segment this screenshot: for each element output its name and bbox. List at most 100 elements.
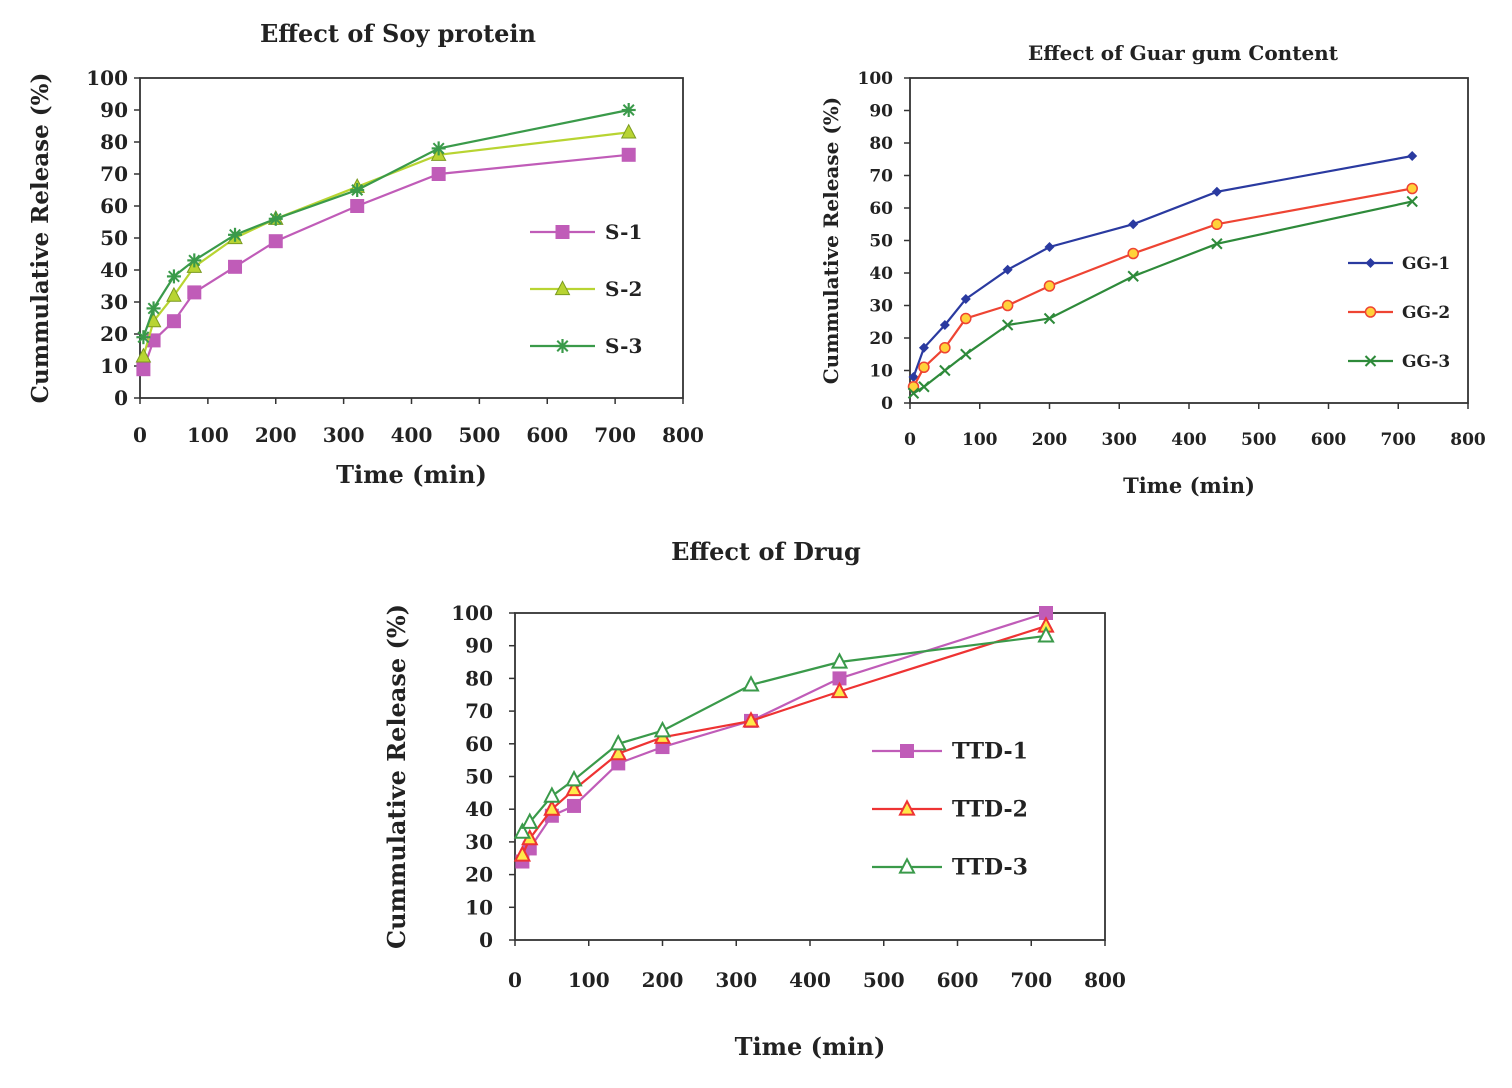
legend-label: GG-2 [1402, 303, 1450, 323]
data-point [1044, 242, 1055, 252]
data-point [565, 769, 583, 787]
y-tick-label: 20 [869, 329, 893, 349]
data-point [166, 286, 182, 302]
data-point [1211, 186, 1222, 197]
y-tick-label: 40 [100, 258, 128, 282]
data-point [1001, 299, 1014, 312]
legend-entry: TTD-3 [872, 855, 1028, 881]
data-point [1127, 247, 1139, 260]
legend-entry: GG-1 [1348, 254, 1450, 274]
data-point [830, 652, 849, 669]
series-line [142, 108, 629, 338]
legend-label: TTD-2 [952, 797, 1028, 823]
y-tick-label: 20 [465, 863, 493, 887]
data-point [918, 381, 930, 393]
y-tick-label: 50 [869, 231, 893, 251]
data-point [621, 103, 636, 117]
x-tick-label: 300 [715, 968, 757, 992]
y-tick-label: 100 [451, 601, 493, 625]
data-point [742, 711, 760, 728]
x-axis-title: Time (min) [336, 460, 487, 489]
data-point [1406, 195, 1418, 208]
data-point [268, 234, 283, 249]
data-point [1211, 238, 1223, 250]
legend-label: TTD-3 [952, 855, 1028, 881]
data-point [146, 301, 161, 316]
data-point [609, 743, 627, 761]
data-point [565, 779, 583, 797]
series-TTD-3 [513, 626, 1055, 839]
data-point [907, 381, 920, 393]
legend-marker [1364, 306, 1377, 318]
y-tick-label: 90 [869, 101, 893, 121]
data-point [350, 183, 365, 197]
y-tick-label: 70 [100, 162, 128, 186]
y-tick-label: 80 [100, 130, 128, 154]
legend-marker [555, 339, 570, 353]
chart-title: Effect of Guar gum Content [1028, 41, 1339, 65]
series-line [142, 153, 629, 370]
data-point [513, 845, 532, 862]
data-point [908, 372, 919, 382]
data-point [960, 294, 971, 304]
data-point [1043, 280, 1056, 292]
legend-label: S-1 [605, 220, 642, 244]
legend-entry: GG-3 [1348, 352, 1450, 372]
y-tick-label: 50 [100, 226, 128, 250]
legend-marker [900, 744, 914, 758]
y-tick-label: 10 [100, 354, 128, 378]
series-GG-3 [907, 195, 1418, 399]
y-tick-label: 70 [869, 166, 893, 186]
y-tick-label: 10 [465, 895, 493, 919]
series-S-2 [135, 123, 637, 363]
data-point [228, 259, 243, 274]
data-point [1037, 626, 1055, 643]
data-point [1128, 219, 1139, 230]
data-point [1407, 151, 1418, 161]
data-point [1211, 218, 1223, 230]
data-point [543, 799, 561, 816]
data-point [136, 330, 151, 345]
data-point [621, 147, 636, 162]
y-tick-label: 30 [465, 830, 493, 854]
data-point [567, 798, 581, 813]
data-point [187, 253, 202, 268]
y-tick-label: 80 [869, 134, 893, 154]
x-tick-label: 700 [1381, 430, 1417, 450]
y-tick-label: 30 [100, 290, 128, 314]
data-point [960, 348, 972, 360]
x-tick-label: 500 [459, 423, 501, 447]
series-GG-1 [908, 151, 1418, 382]
x-tick-label: 400 [391, 423, 433, 447]
x-tick-label: 800 [662, 423, 704, 447]
y-tick-label: 40 [869, 264, 893, 284]
legend-marker [898, 799, 916, 816]
legend-marker [555, 225, 570, 239]
x-tick-label: 100 [187, 423, 229, 447]
data-point [939, 364, 951, 377]
legend-marker [1364, 355, 1377, 367]
data-point [431, 167, 446, 181]
x-tick-label: 200 [1032, 430, 1068, 450]
data-point [939, 342, 951, 354]
legend-label: S-3 [605, 334, 642, 358]
y-tick-label: 60 [465, 732, 493, 756]
plot-frame [909, 77, 1469, 404]
legend-entry: S-2 [530, 277, 642, 301]
x-tick-label: 500 [863, 968, 905, 992]
y-axis-title: Cummulative Release (%) [819, 97, 843, 385]
legend-label: S-2 [605, 277, 642, 301]
x-tick-label: 100 [568, 968, 610, 992]
x-tick-label: 0 [508, 968, 522, 992]
y-tick-label: 0 [479, 928, 493, 952]
data-point [960, 312, 972, 325]
y-tick-label: 10 [869, 361, 893, 381]
legend-entry: GG-2 [1348, 303, 1450, 323]
data-point [350, 199, 365, 213]
data-point [832, 671, 847, 686]
x-tick-label: 600 [937, 968, 979, 992]
data-point [268, 211, 283, 226]
x-tick-label: 400 [789, 968, 831, 992]
y-tick-label: 70 [465, 699, 493, 723]
